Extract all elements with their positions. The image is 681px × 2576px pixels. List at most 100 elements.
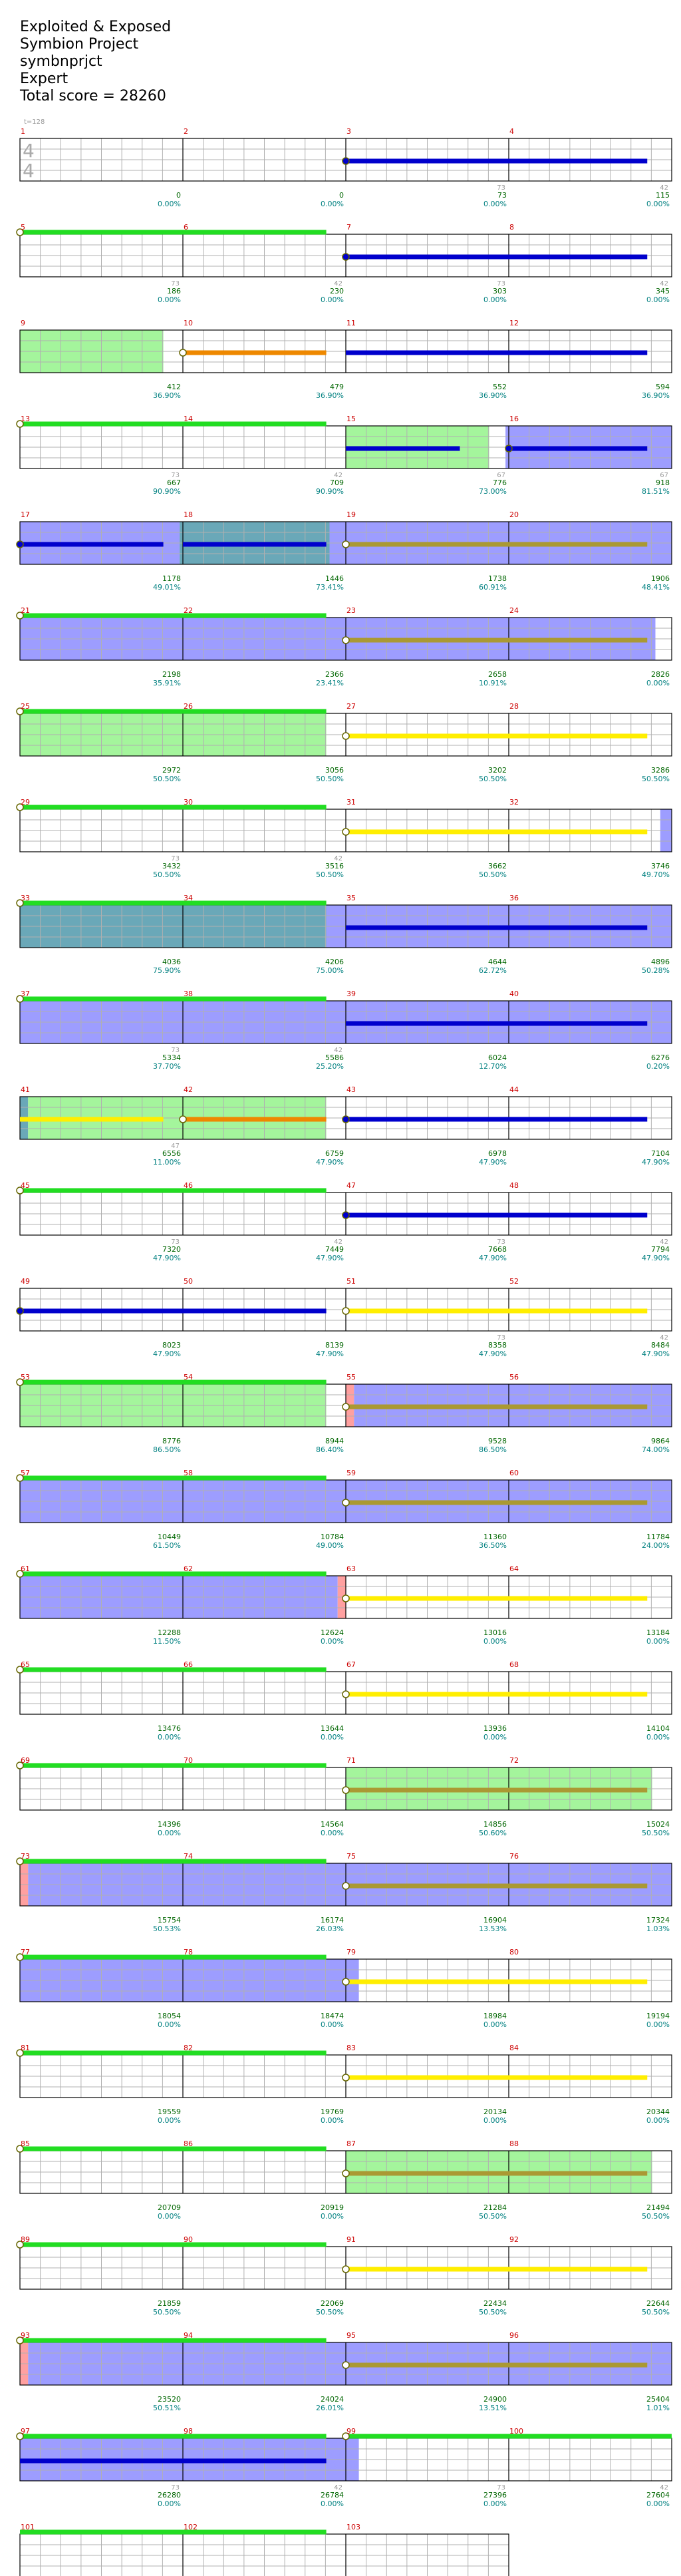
measure-percent: 0.00% <box>158 1829 181 1837</box>
measure-score: 4206 <box>325 958 344 966</box>
row-frame <box>19 2342 672 2386</box>
row-frame <box>19 713 672 757</box>
measure-number: 15 <box>346 415 356 423</box>
measure-score: 8139 <box>325 1341 344 1350</box>
row-frame <box>19 809 672 852</box>
measure-number: 7 <box>346 223 351 232</box>
measure-number: 97 <box>21 2427 30 2436</box>
measure-number: 84 <box>509 2044 519 2052</box>
measure-percent: 47.90% <box>316 1158 344 1167</box>
measure-percent: 50.50% <box>642 2212 670 2221</box>
bar-start-dot <box>342 1882 350 1890</box>
row-frame <box>19 329 672 373</box>
timeline-row: 49802347.90%50813947.90%5173835847.90%52… <box>16 1277 672 1358</box>
measure-score: 8776 <box>162 1437 181 1445</box>
measure-percent: 47.90% <box>479 1254 507 1262</box>
measure-percent: 0.00% <box>321 2020 344 2029</box>
measure-percent: 47.90% <box>479 1350 507 1358</box>
measure-percent: 50.51% <box>153 2404 181 2412</box>
measure-score: 9528 <box>488 1437 507 1445</box>
timeline-row: 892185950.50%902206950.50%912243450.50%9… <box>16 2235 672 2316</box>
measure-percent: 47.90% <box>479 1158 507 1167</box>
bar-start-dot <box>342 253 350 261</box>
measure-number: 32 <box>509 798 519 807</box>
measure-percent: 47.90% <box>153 1254 181 1262</box>
measure-score: 4036 <box>162 958 181 966</box>
measure-percent: 0.00% <box>321 200 344 208</box>
measure-score: 7449 <box>325 1245 344 1254</box>
measure-score: 4896 <box>651 958 670 966</box>
measure-percent: 23.41% <box>316 679 344 687</box>
measure-percent: 0.00% <box>321 2116 344 2125</box>
measure-score: 14396 <box>158 1820 181 1829</box>
row-frame <box>19 138 672 182</box>
measure-score: 18054 <box>158 2012 181 2020</box>
bar-start-dot <box>16 1666 24 1674</box>
measure-number: 90 <box>184 2235 193 2244</box>
measure-number: 68 <box>509 1660 519 1669</box>
measure-score: 3662 <box>488 862 507 870</box>
measure-score: 7668 <box>488 1245 507 1254</box>
measure-score: 6978 <box>488 1149 507 1158</box>
measure-score: 2198 <box>162 670 181 679</box>
timeline-row: 77180540.00%78184740.00%79189840.00%8019… <box>16 1948 672 2029</box>
measure-number: 24 <box>509 606 519 615</box>
tick-label: 42 <box>660 280 668 287</box>
measure-number: 92 <box>509 2235 519 2244</box>
measure-percent: 61.50% <box>153 1541 181 1550</box>
measure-number: 67 <box>346 1660 356 1669</box>
measure-percent: 0.00% <box>158 2116 181 2125</box>
timeline-row: 85207090.00%86209190.00%872128450.50%882… <box>16 2139 672 2221</box>
bar-start-dot <box>16 1378 24 1386</box>
measure-percent: 86.40% <box>316 1445 344 1454</box>
measure-percent: 81.51% <box>642 487 670 496</box>
bar-start-dot <box>16 899 24 907</box>
row-frame <box>19 1000 672 1044</box>
measure-number: 73 <box>21 1852 30 1861</box>
measure-score: 0 <box>339 191 344 200</box>
measure-score: 16904 <box>483 1916 507 1925</box>
measure-number: 81 <box>21 2044 30 2052</box>
measure-score: 13936 <box>483 1724 507 1733</box>
measure-percent: 47.90% <box>642 1158 670 1167</box>
measure-percent: 0.00% <box>158 2020 181 2029</box>
measure-score: 4644 <box>488 958 507 966</box>
bar-start-dot <box>342 2074 350 2082</box>
row-frame <box>19 1479 672 1523</box>
measure-score: 7320 <box>162 1245 181 1254</box>
measure-number: 3 <box>346 127 351 136</box>
measure-score: 18984 <box>483 2012 507 2020</box>
measure-score: 186 <box>167 287 181 295</box>
measure-score: 13476 <box>158 1724 181 1733</box>
measure-percent: 0.00% <box>158 1733 181 1742</box>
measure-number: 33 <box>21 894 30 902</box>
measure-score: 23520 <box>158 2395 181 2404</box>
total-score: Total score = 28260 <box>20 88 166 104</box>
row-frame <box>19 617 672 661</box>
measure-number: 2 <box>184 127 188 136</box>
measure-score: 16174 <box>321 1916 344 1925</box>
measure-number: 98 <box>184 2427 193 2436</box>
measure-number: 99 <box>346 2427 356 2436</box>
row-frame <box>19 1383 672 1427</box>
corner-label: t=128 <box>24 118 45 126</box>
measure-percent: 50.28% <box>642 966 670 975</box>
measure-number: 22 <box>184 606 193 615</box>
measure-number: 4 <box>509 127 514 136</box>
measure-percent: 1.03% <box>646 1925 670 1933</box>
measure-number: 35 <box>346 894 356 902</box>
bar-start-dot <box>16 1474 24 1482</box>
bar-start-dot <box>16 2432 24 2440</box>
timeline-row: 25297250.50%26305650.50%27320250.50%2832… <box>16 702 672 783</box>
measure-number: 21 <box>21 606 30 615</box>
measure-percent: 0.00% <box>321 295 344 304</box>
bar-start-dot <box>505 445 513 453</box>
measure-percent: 0.00% <box>483 2020 507 2029</box>
measure-number: 49 <box>21 1277 30 1286</box>
chart-header: Exploited & Exposed Symbion Project symb… <box>20 19 171 105</box>
measure-number: 27 <box>346 702 356 711</box>
timeline-row: 9773262800.00%9842267840.00%9973273960.0… <box>16 2427 672 2508</box>
measure-score: 3516 <box>325 862 344 870</box>
measure-percent: 86.50% <box>479 1445 507 1454</box>
